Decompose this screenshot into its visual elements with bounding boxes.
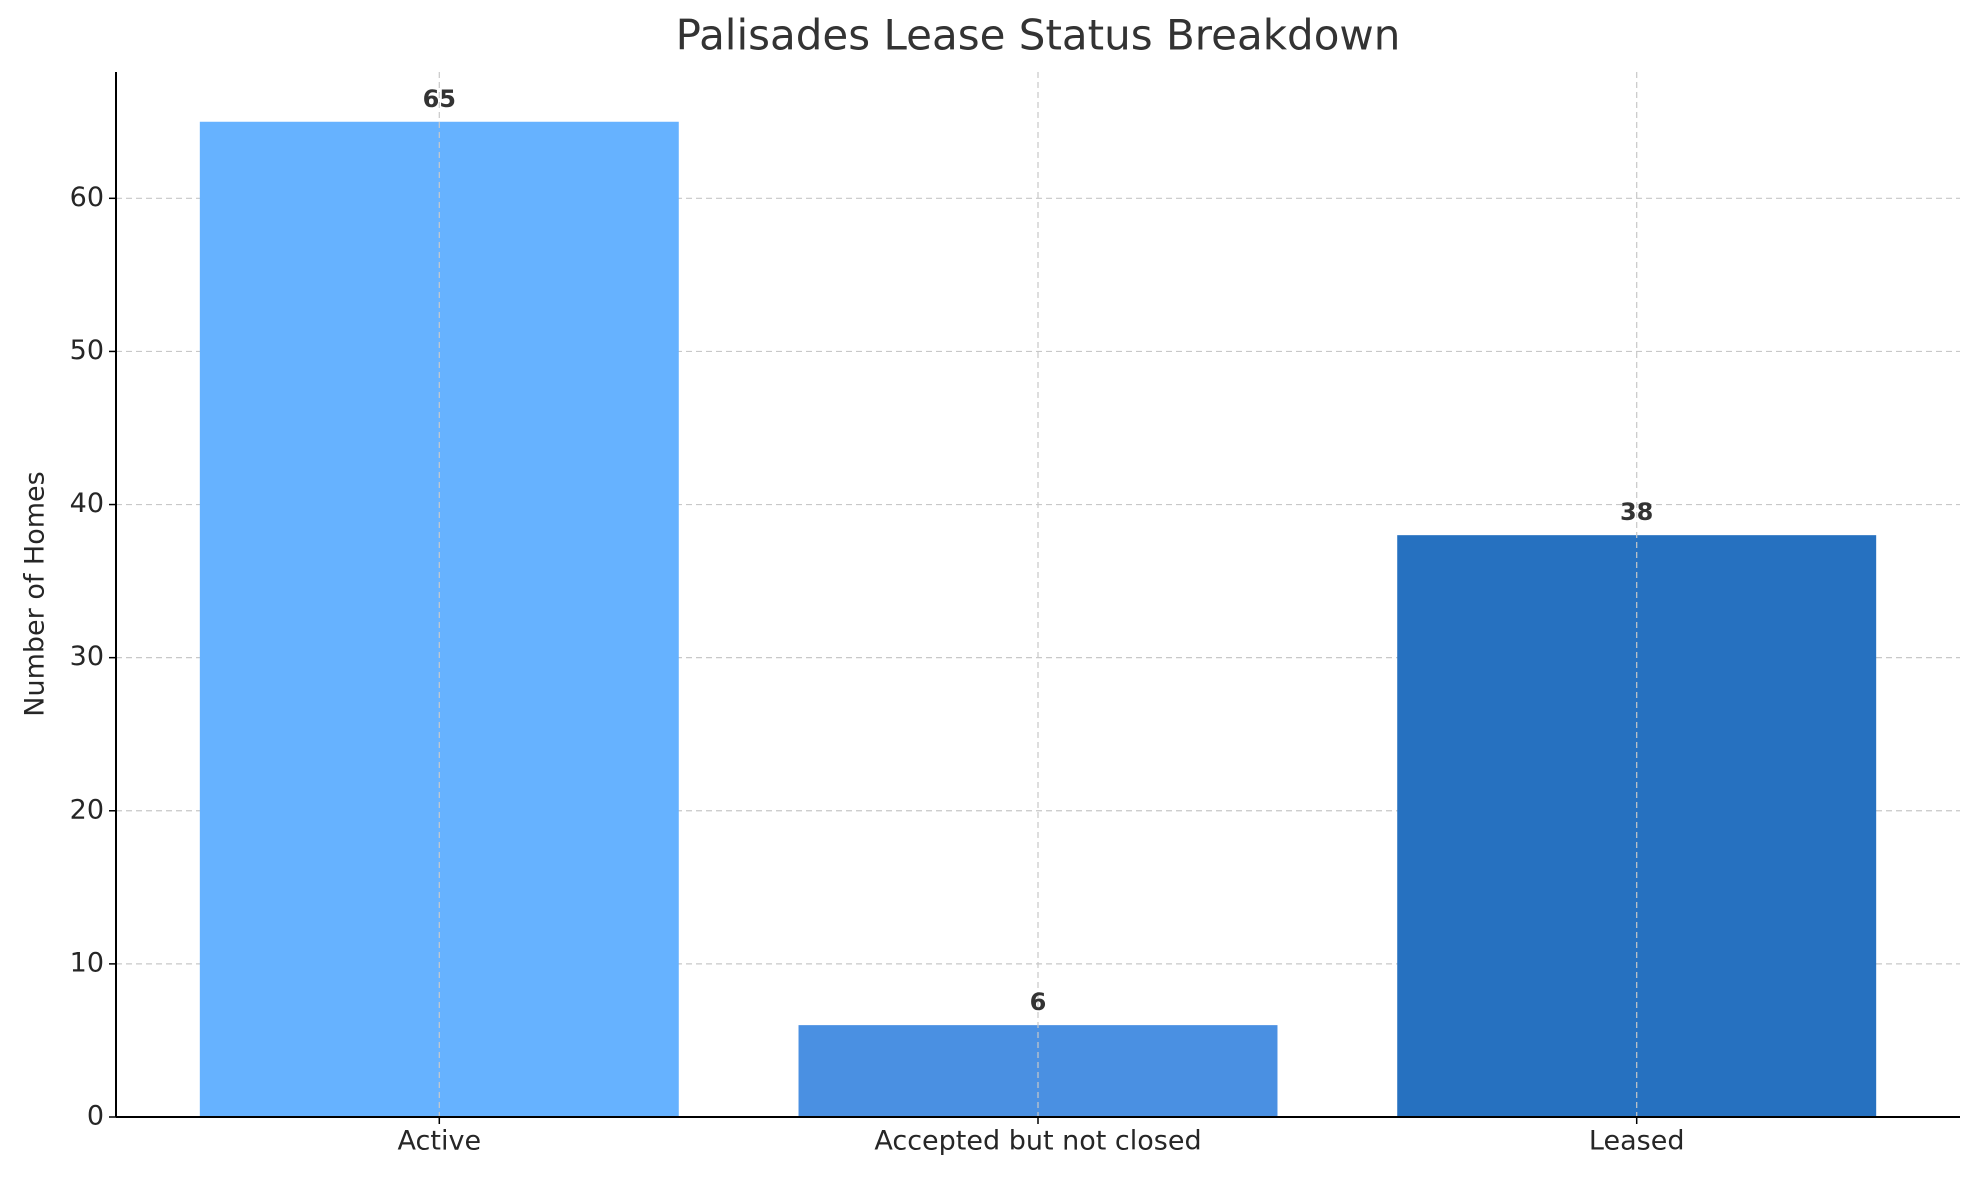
y-tick-label: 40 [70, 488, 104, 519]
y-tick-label: 0 [87, 1101, 104, 1132]
value-label: 38 [1620, 498, 1653, 526]
y-tick-label: 20 [70, 794, 104, 825]
y-tick-label: 10 [70, 947, 104, 978]
x-tick-label: Accepted but not closed [874, 1126, 1201, 1157]
x-tick-label: Active [398, 1126, 482, 1157]
value-label: 65 [423, 85, 456, 113]
value-label: 6 [1030, 988, 1047, 1016]
bar [798, 1025, 1278, 1117]
y-tick-label: 50 [70, 335, 104, 366]
y-tick-label: 30 [70, 641, 104, 672]
chart-title: Palisades Lease Status Breakdown [676, 11, 1401, 60]
y-tick-label: 60 [70, 182, 104, 213]
x-tick-label: Leased [1589, 1126, 1685, 1157]
y-axis-label: Number of Homes [20, 471, 51, 716]
